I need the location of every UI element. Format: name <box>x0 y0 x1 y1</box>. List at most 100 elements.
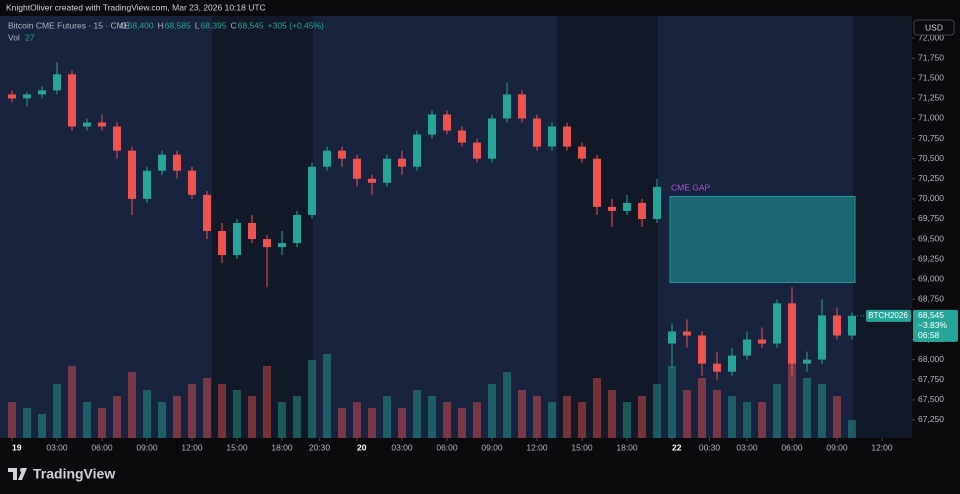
y-tick-label: 70,750 <box>918 133 944 143</box>
volume-bar <box>248 396 256 438</box>
volume-bar <box>638 396 646 438</box>
y-tick-label: 69,250 <box>918 253 944 263</box>
ticker: BTCH2026 <box>868 311 908 320</box>
field-value: 68,395 <box>201 20 227 30</box>
candle-body <box>8 94 16 99</box>
candle-body <box>143 170 151 199</box>
volume-bar <box>143 390 151 438</box>
volume-bar <box>83 402 91 438</box>
y-tick-label: 67,500 <box>918 394 944 404</box>
volume-bar <box>128 372 136 438</box>
session-light <box>313 16 557 438</box>
candle-body <box>713 363 721 372</box>
x-tick-label: 09:00 <box>481 442 503 452</box>
volume-bar <box>578 402 586 438</box>
candle-body <box>563 126 571 147</box>
x-tick-label: 22 <box>672 442 682 452</box>
candle-body <box>68 74 76 127</box>
volume-bar <box>458 408 466 438</box>
candle-body <box>278 243 286 248</box>
currency[interactable]: USD <box>925 22 943 32</box>
credit: KnightOliver created with TradingView.co… <box>6 2 266 12</box>
candle-body <box>263 239 271 248</box>
candle-body <box>578 146 586 159</box>
volume-bar <box>293 396 301 438</box>
brand-logo <box>8 468 27 480</box>
x-tick-label: 00:30 <box>699 442 721 452</box>
y-tick-label: 71,500 <box>918 73 944 83</box>
volume-bar <box>698 378 706 438</box>
candle-body <box>683 331 691 336</box>
candle-body <box>428 114 436 135</box>
currency-button[interactable] <box>913 19 955 36</box>
price: 68,545 <box>918 310 944 320</box>
x-tick-label: 18:00 <box>271 442 293 452</box>
volume-bar <box>113 396 121 438</box>
volume-bar <box>158 402 166 438</box>
logo-dot <box>20 468 24 472</box>
candle-body <box>608 206 616 211</box>
x-tick-label: 03:00 <box>391 442 413 452</box>
candle-body <box>158 154 166 171</box>
y-tick-label: 69,500 <box>918 233 944 243</box>
volume-bar <box>473 402 481 438</box>
volume-bar <box>848 420 856 438</box>
volume-bar <box>803 378 811 438</box>
volume-bar <box>368 408 376 438</box>
ohlc-legend: O 68,400 H 68,585 L 68,395 C 68,545 +305 (+0.45%… <box>120 20 324 30</box>
x-tick-label: 03:00 <box>46 442 68 452</box>
ticker-box <box>866 309 911 322</box>
volume-bar <box>788 342 796 438</box>
y-tick-label: 71,750 <box>918 52 944 62</box>
candle-body <box>488 118 496 159</box>
volume-bar <box>503 372 511 438</box>
volume-bar <box>203 378 211 438</box>
volume-bar <box>548 402 556 438</box>
volume-bar <box>773 384 781 438</box>
volume-bar <box>353 402 361 438</box>
field-value: 68,545 <box>238 20 264 30</box>
candle-body <box>338 150 346 159</box>
volume-bar <box>188 384 196 438</box>
candle-body <box>848 315 856 336</box>
candle-body <box>728 355 736 372</box>
y-tick-label: 69,000 <box>918 273 944 283</box>
brand: TradingView <box>33 466 115 482</box>
volume-bar <box>383 396 391 438</box>
volume-bar <box>233 390 241 438</box>
volume-bar <box>833 396 841 438</box>
candle-body <box>668 331 676 344</box>
candle-body <box>533 118 541 147</box>
cme-gap-label: CME GAP <box>671 183 711 193</box>
candle-body <box>503 94 511 119</box>
candle-body <box>203 194 211 232</box>
candle-body <box>83 122 91 127</box>
candle-body <box>638 202 646 219</box>
candle-body <box>548 126 556 147</box>
volume-bar <box>173 396 181 438</box>
volume-bar <box>668 366 676 438</box>
volume-bar <box>563 396 571 438</box>
countdown: 06:58 <box>918 330 940 340</box>
cme-gap-box <box>669 195 856 283</box>
price-change: −3.83% <box>918 320 948 330</box>
volume-bar <box>518 390 526 438</box>
candle-body <box>698 335 706 364</box>
candle-body <box>248 222 256 240</box>
volume-bar <box>623 402 631 438</box>
candle-body <box>743 339 751 356</box>
candle-body <box>593 158 601 207</box>
volume-bar <box>758 402 766 438</box>
candle-body <box>818 315 826 360</box>
y-tick-label: 67,250 <box>918 414 944 424</box>
volume-bar <box>68 366 76 438</box>
session-light <box>0 16 212 438</box>
x-tick-label: 09:00 <box>136 442 158 452</box>
symbol: Bitcoin CME Futures · 15 · CME <box>8 20 130 30</box>
candle-body <box>383 158 391 183</box>
field-key: O <box>120 20 127 30</box>
candle-body <box>803 359 811 364</box>
field-key: L <box>195 20 200 30</box>
volume-bar <box>608 390 616 438</box>
